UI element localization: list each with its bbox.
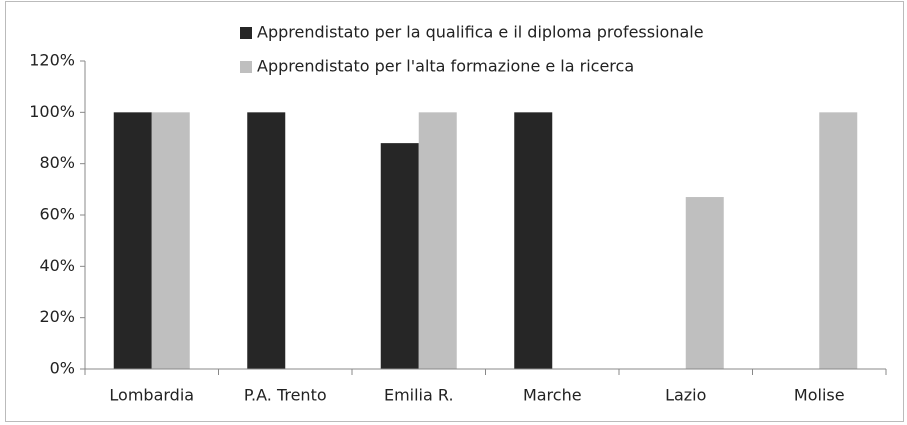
legend-swatch (240, 61, 252, 73)
y-tick-label: 80% (39, 153, 75, 172)
bar (685, 197, 724, 369)
bar (418, 112, 457, 369)
x-tick-label: Lombardia (109, 386, 194, 405)
bar (819, 112, 858, 369)
legend-label: Apprendistato per la qualifica e il dipl… (257, 23, 704, 42)
bar (247, 112, 286, 369)
x-tick-label: Marche (523, 386, 582, 405)
y-tick-label: 0% (50, 359, 75, 378)
y-tick-label: 60% (39, 205, 75, 224)
y-tick-label: 40% (39, 256, 75, 275)
bar (380, 143, 419, 369)
bar (514, 112, 553, 369)
x-tick-label: Lazio (665, 386, 706, 405)
legend-label: Apprendistato per l'alta formazione e la… (257, 57, 634, 76)
x-tick-label: Molise (794, 386, 845, 405)
x-tick-label: P.A. Trento (244, 386, 327, 405)
legend-swatch (240, 27, 252, 39)
x-tick-label: Emilia R. (384, 386, 454, 405)
y-tick-label: 120% (29, 51, 75, 70)
y-tick-label: 20% (39, 307, 75, 326)
y-tick-label: 100% (29, 102, 75, 121)
bar (151, 112, 190, 369)
bar (113, 112, 152, 369)
